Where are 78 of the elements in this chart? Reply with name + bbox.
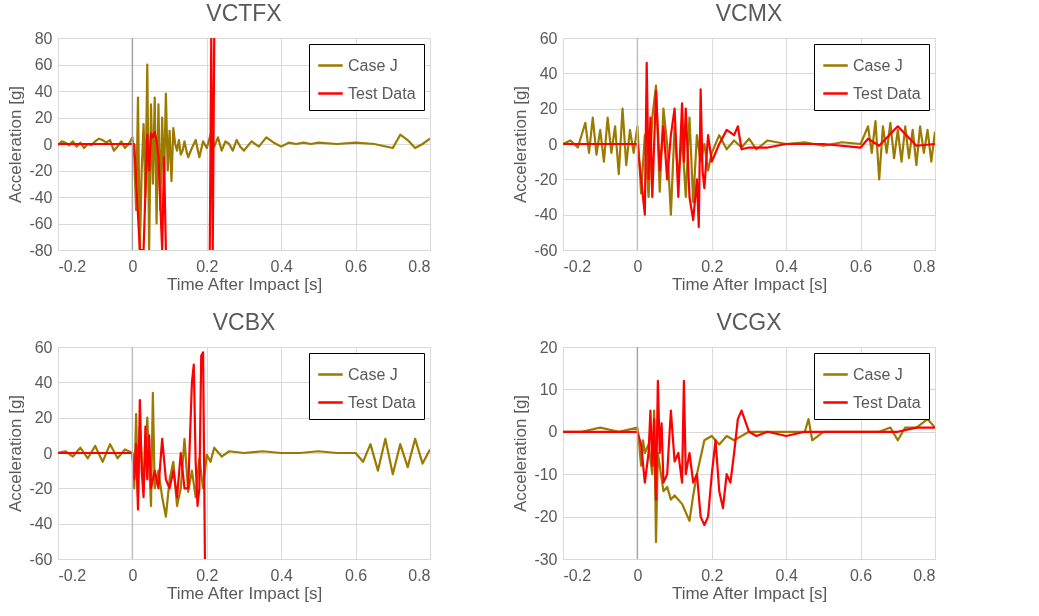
chart-title: VCBX [212,309,276,335]
y-tick-label: -30 [534,550,558,568]
y-tick-label: -80 [29,241,53,259]
y-axis-title: Acceleration [g] [511,85,531,204]
y-tick-label: -10 [534,465,558,483]
y-tick-label: -20 [534,508,558,526]
x-tick-label: 0.8 [913,566,936,584]
y-tick-label: -20 [534,170,558,188]
legend-label: Case J [853,56,903,74]
y-tick-label: 10 [539,380,558,398]
x-axis-title: Time After Impact [s] [671,583,828,603]
y-tick-label: 0 [43,444,53,462]
line-series [563,379,935,527]
x-tick-label: 0.2 [196,257,219,275]
x-tick-label: 0.4 [775,566,798,584]
y-tick-label: 20 [34,109,53,126]
x-tick-label: -0.2 [58,257,87,275]
x-tick-label: 0.6 [344,257,368,275]
x-axis-title: Time After Impact [s] [166,583,323,603]
y-axis-title: Acceleration [g] [6,85,26,204]
y-tick-label: 20 [539,338,558,356]
x-tick-label: 0.2 [196,566,219,584]
line-series [58,391,430,518]
x-tick-label: 0.4 [270,566,293,584]
legend-label: Test Data [348,393,416,411]
x-tick-label: 0 [128,566,138,584]
x-tick-label: 0.8 [913,257,936,275]
x-tick-label: 0 [128,257,138,275]
x-axis-title: Time After Impact [s] [671,274,828,294]
x-tick-label: 0.4 [775,257,798,275]
x-tick-label: 0.8 [408,566,431,584]
legend-label: Test Data [853,84,921,102]
x-tick-label: 0.6 [849,566,873,584]
y-tick-label: 40 [34,82,53,100]
x-tick-label: 0.2 [701,257,724,275]
x-tick-label: 0 [633,566,643,584]
y-tick-label: 0 [43,135,53,153]
y-tick-label: 0 [548,423,558,441]
y-tick-label: -40 [29,515,53,533]
chart-title: VCGX [716,309,782,335]
x-tick-label: 0.2 [701,566,724,584]
x-tick-label: -0.2 [58,566,87,584]
y-tick-label: 20 [34,409,53,427]
x-tick-label: 0 [633,257,643,275]
legend-label: Case J [348,365,398,383]
y-tick-label: 0 [548,135,558,153]
y-axis-title: Acceleration [g] [511,394,531,513]
y-tick-label: -20 [29,479,53,497]
x-tick-label: 0.6 [344,566,368,584]
x-tick-label: -0.2 [563,257,592,275]
y-tick-label: -20 [29,162,53,179]
y-tick-label: -60 [29,215,53,232]
x-tick-label: 0.6 [849,257,873,275]
y-tick-label: 60 [34,338,53,356]
legend-label: Test Data [853,393,921,411]
legend-label: Case J [348,56,398,74]
y-tick-label: 20 [539,100,558,118]
y-tick-label: 60 [34,56,53,73]
y-tick-label: -40 [29,188,53,206]
legend-label: Test Data [348,84,416,102]
y-tick-label: -40 [534,206,558,224]
y-tick-label: -60 [29,550,53,568]
x-tick-label: 0.4 [270,257,293,275]
line-series [563,61,935,229]
x-axis-title: Time After Impact [s] [166,274,323,294]
line-series [58,351,207,559]
y-tick-label: 40 [34,373,53,391]
y-tick-label: 40 [539,64,558,82]
x-tick-label: -0.2 [563,566,592,584]
y-tick-label: 60 [539,29,558,47]
line-series [563,84,935,216]
x-tick-label: 0.8 [408,257,431,275]
chart-title: VCMX [715,0,783,26]
y-axis-title: Acceleration [g] [6,394,26,513]
y-tick-label: -60 [534,241,558,259]
chart-title: VCTFX [206,0,282,26]
legend-label: Case J [853,365,903,383]
y-tick-label: 80 [34,29,53,47]
